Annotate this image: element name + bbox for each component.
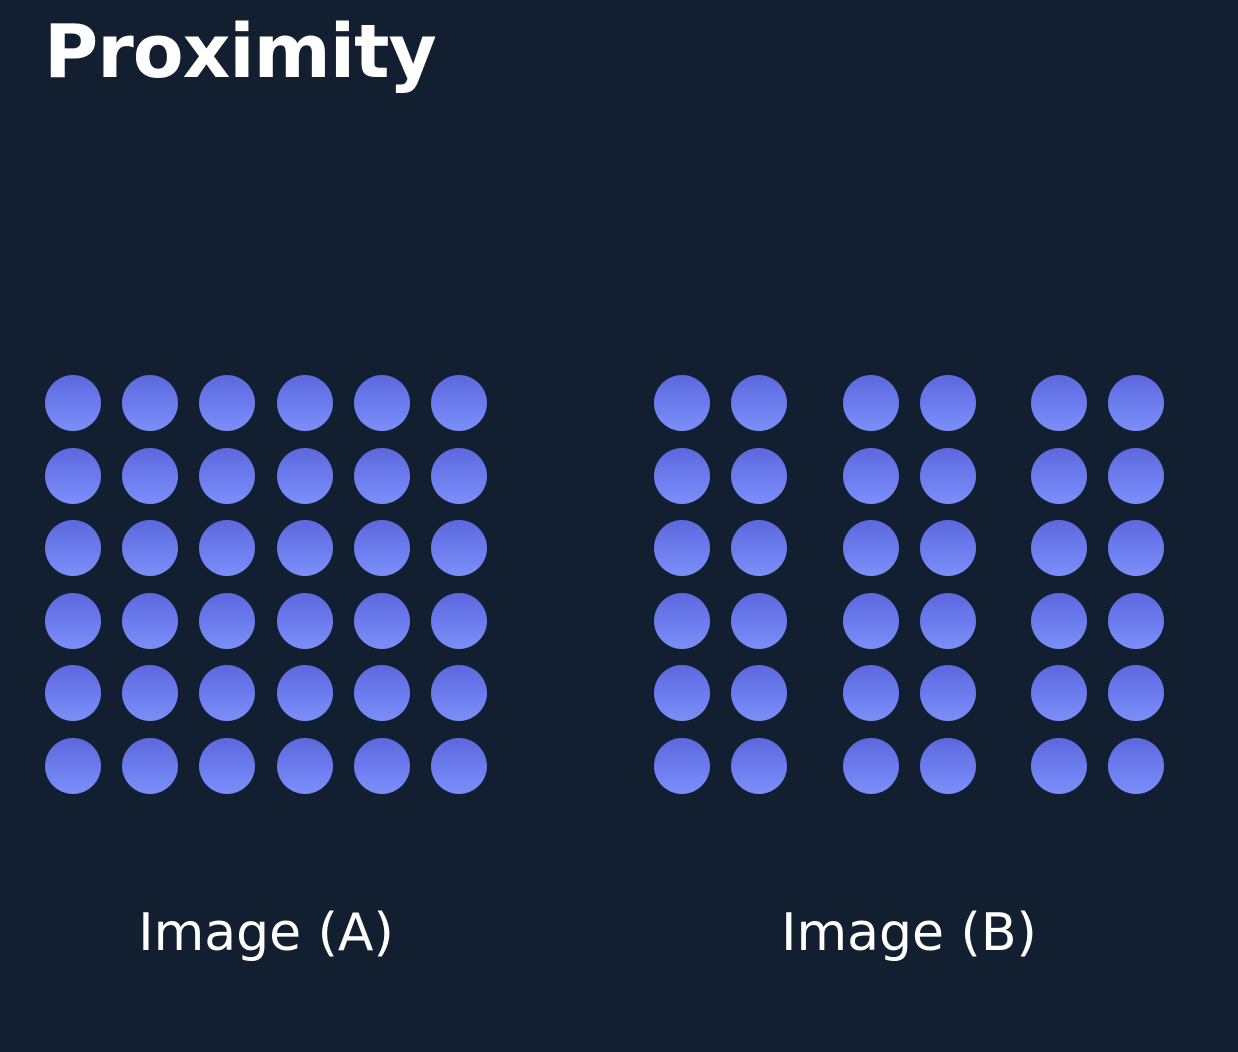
dot [199,738,255,794]
dot [354,448,410,504]
dot [1108,738,1164,794]
dot [1031,520,1087,576]
dot [45,665,101,721]
dot [122,738,178,794]
dot [122,520,178,576]
dot [920,593,976,649]
dot [354,665,410,721]
dot [731,448,787,504]
dot [431,738,487,794]
dot [354,738,410,794]
dot [45,520,101,576]
dot [1031,375,1087,431]
dot [122,448,178,504]
dot [45,738,101,794]
dot [199,375,255,431]
dot [431,448,487,504]
dot [354,375,410,431]
dot [199,520,255,576]
dot [199,665,255,721]
dot [1108,665,1164,721]
caption-image-b: Image (B) [781,903,1037,963]
dot [654,665,710,721]
dot [654,593,710,649]
dot [654,520,710,576]
dot [431,375,487,431]
caption-image-a: Image (A) [138,903,394,963]
dot [277,375,333,431]
dot [45,375,101,431]
dot [199,593,255,649]
dot [920,375,976,431]
dot [731,520,787,576]
page-title: Proximity [44,9,437,95]
dot [654,448,710,504]
dot-grid-image-a [45,375,487,794]
dot [920,665,976,721]
dot [277,520,333,576]
dot [920,738,976,794]
dot [843,738,899,794]
dot [654,375,710,431]
dot [843,665,899,721]
dot [654,738,710,794]
dot [122,665,178,721]
dot [354,520,410,576]
dot [45,593,101,649]
dot [277,738,333,794]
dot [431,665,487,721]
dot [277,665,333,721]
dot [199,448,255,504]
dot [731,665,787,721]
dot [431,593,487,649]
dot [843,448,899,504]
dot [1031,738,1087,794]
dot [843,593,899,649]
dot [277,593,333,649]
dot [431,520,487,576]
dot [731,375,787,431]
dot [1108,593,1164,649]
dot [920,520,976,576]
dot [843,375,899,431]
dot [1031,593,1087,649]
dot [1031,665,1087,721]
dot [731,593,787,649]
dot [277,448,333,504]
dot [122,593,178,649]
dot [920,448,976,504]
dot [1108,375,1164,431]
dot [731,738,787,794]
dot [1031,448,1087,504]
dot-grid-image-b [654,375,1164,794]
dot [843,520,899,576]
dot [45,448,101,504]
dot [1108,448,1164,504]
dot [122,375,178,431]
dot [354,593,410,649]
dot [1108,520,1164,576]
